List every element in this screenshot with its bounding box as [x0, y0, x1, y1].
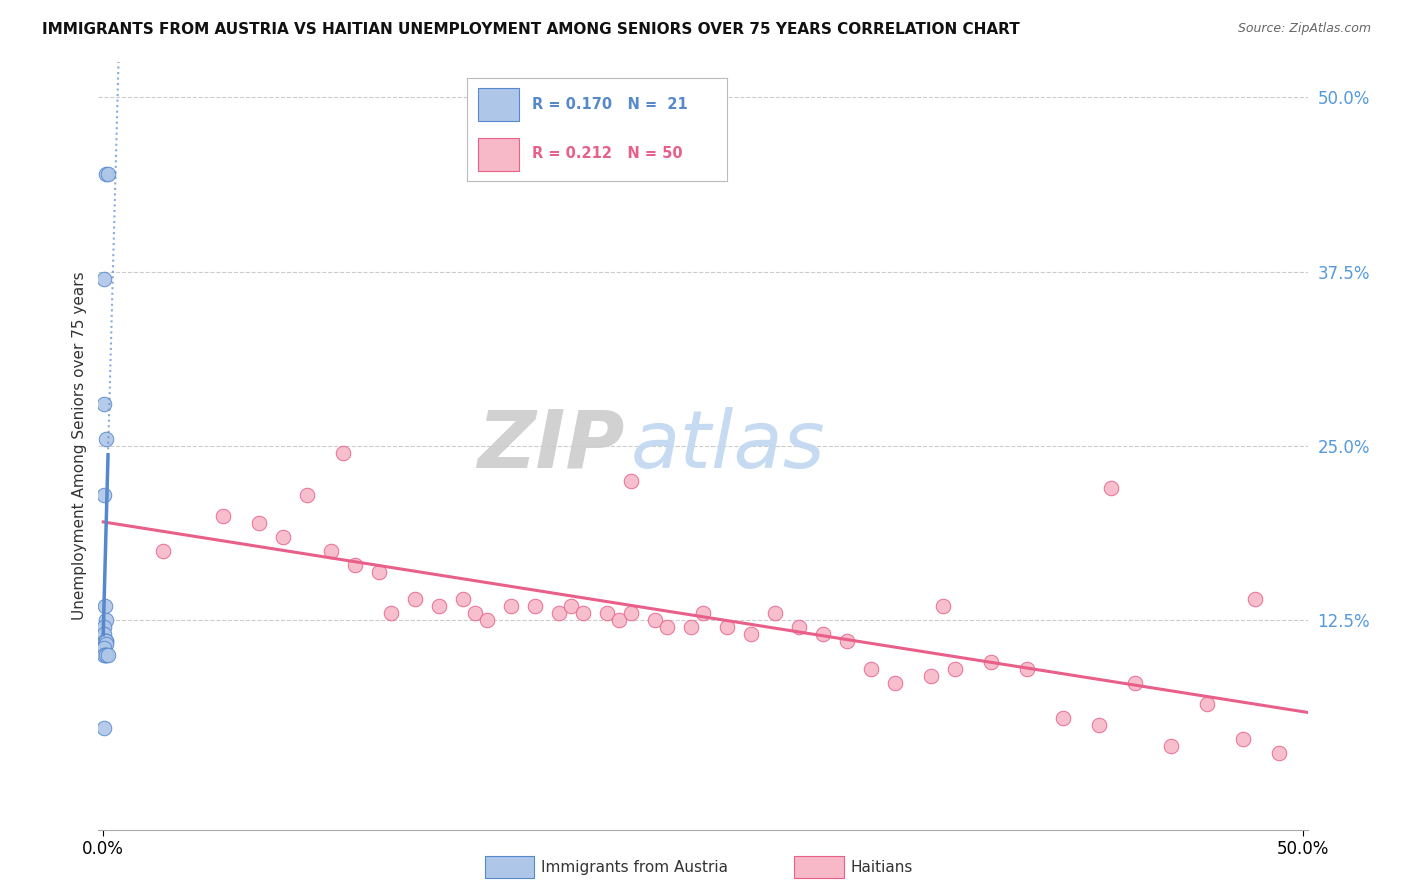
Text: IMMIGRANTS FROM AUSTRIA VS HAITIAN UNEMPLOYMENT AMONG SENIORS OVER 75 YEARS CORR: IMMIGRANTS FROM AUSTRIA VS HAITIAN UNEMP…	[42, 22, 1019, 37]
Point	[94, 599, 117, 614]
Point	[93, 397, 115, 411]
Point	[93, 271, 115, 285]
Point	[596, 607, 619, 621]
Point	[93, 627, 115, 641]
Text: Haitians: Haitians	[851, 860, 912, 874]
Point	[94, 634, 117, 648]
Point	[93, 648, 115, 663]
Point	[93, 721, 115, 735]
Point	[1052, 711, 1074, 725]
Point	[451, 592, 474, 607]
Point	[1160, 739, 1182, 753]
Text: Immigrants from Austria: Immigrants from Austria	[541, 860, 728, 874]
Point	[368, 565, 391, 579]
Point	[344, 558, 367, 572]
Point	[427, 599, 450, 614]
Point	[1268, 746, 1291, 760]
Point	[835, 634, 858, 648]
Point	[679, 620, 702, 634]
Point	[607, 613, 630, 627]
Point	[620, 607, 643, 621]
Point	[93, 488, 115, 502]
Point	[884, 676, 907, 690]
Point	[295, 488, 318, 502]
FancyBboxPatch shape	[485, 856, 534, 878]
Point	[94, 613, 117, 627]
Text: atlas: atlas	[630, 407, 825, 485]
Point	[560, 599, 582, 614]
Point	[740, 627, 762, 641]
Point	[94, 634, 117, 648]
Point	[1243, 592, 1265, 607]
Point	[475, 613, 498, 627]
Y-axis label: Unemployment Among Seniors over 75 years: Unemployment Among Seniors over 75 years	[72, 272, 87, 620]
Text: ZIP: ZIP	[477, 407, 624, 485]
Point	[93, 620, 115, 634]
Point	[94, 167, 117, 181]
Point	[94, 432, 117, 446]
Point	[644, 613, 666, 627]
Point	[1099, 481, 1122, 495]
Point	[404, 592, 426, 607]
Point	[620, 474, 643, 488]
Point	[1088, 718, 1111, 732]
Point	[380, 607, 402, 621]
Point	[1232, 731, 1254, 746]
Text: Source: ZipAtlas.com: Source: ZipAtlas.com	[1237, 22, 1371, 36]
Point	[763, 607, 786, 621]
Point	[932, 599, 955, 614]
Point	[93, 641, 115, 656]
Point	[94, 648, 117, 663]
Point	[655, 620, 678, 634]
Point	[980, 655, 1002, 669]
Point	[152, 543, 174, 558]
FancyBboxPatch shape	[794, 856, 844, 878]
Point	[943, 662, 966, 676]
Point	[212, 508, 235, 523]
Point	[859, 662, 882, 676]
Point	[94, 648, 117, 663]
Point	[332, 446, 354, 460]
Point	[94, 648, 117, 663]
Point	[572, 607, 595, 621]
Point	[97, 648, 120, 663]
Point	[247, 516, 270, 530]
Point	[920, 669, 942, 683]
Point	[97, 167, 120, 181]
Point	[548, 607, 571, 621]
Point	[1195, 697, 1218, 711]
Point	[271, 530, 294, 544]
Point	[787, 620, 810, 634]
Point	[716, 620, 738, 634]
Point	[1123, 676, 1146, 690]
Point	[499, 599, 522, 614]
Point	[524, 599, 547, 614]
Point	[321, 543, 343, 558]
Point	[94, 634, 117, 648]
Point	[464, 607, 486, 621]
Point	[811, 627, 834, 641]
Point	[1015, 662, 1038, 676]
Point	[692, 607, 714, 621]
Point	[94, 637, 117, 651]
